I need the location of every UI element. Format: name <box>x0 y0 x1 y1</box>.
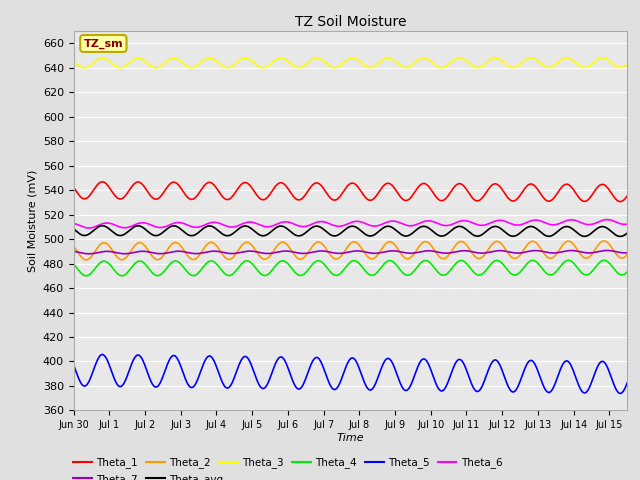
Theta_6 <box>133 221 141 227</box>
Theta_avg <box>282 225 290 231</box>
Line: Theta_4: Theta_4 <box>74 260 627 276</box>
Theta_7 <box>553 250 561 256</box>
Theta_7 <box>613 249 621 255</box>
Theta_1 <box>623 193 631 199</box>
Theta_3 <box>166 56 173 62</box>
Theta_6 <box>613 219 621 225</box>
Theta_6 <box>282 219 290 225</box>
Theta_4 <box>623 269 631 275</box>
Line: Theta_3: Theta_3 <box>74 58 627 68</box>
Theta_avg <box>99 223 106 228</box>
Theta_7 <box>166 250 173 255</box>
Theta_7 <box>623 250 631 256</box>
Line: Theta_5: Theta_5 <box>74 355 627 394</box>
Theta_avg <box>612 232 620 238</box>
Theta_3 <box>282 57 290 63</box>
Line: Theta_2: Theta_2 <box>74 241 627 260</box>
Line: Theta_avg: Theta_avg <box>74 226 627 237</box>
Theta_6 <box>85 225 93 231</box>
Theta_6 <box>623 221 631 227</box>
Theta_6 <box>553 221 561 227</box>
Y-axis label: Soil Moisture (mV): Soil Moisture (mV) <box>27 169 37 272</box>
Theta_4 <box>83 273 90 279</box>
Theta_4 <box>133 259 141 265</box>
Theta_2 <box>623 252 631 257</box>
Theta_3 <box>623 61 631 67</box>
X-axis label: Time: Time <box>337 433 364 443</box>
Theta_avg <box>70 226 77 232</box>
Theta_avg <box>616 234 624 240</box>
Theta_1 <box>99 179 106 185</box>
Theta_3 <box>598 55 606 60</box>
Theta_avg <box>553 229 561 235</box>
Theta_5 <box>616 391 624 396</box>
Theta_3 <box>306 58 314 64</box>
Theta_2 <box>166 243 173 249</box>
Theta_7 <box>70 249 77 254</box>
Theta_7 <box>133 249 141 255</box>
Theta_7 <box>85 251 93 257</box>
Theta_1 <box>133 179 141 185</box>
Title: TZ Soil Moisture: TZ Soil Moisture <box>294 15 406 29</box>
Theta_1 <box>616 199 624 204</box>
Theta_5 <box>99 352 106 358</box>
Theta_1 <box>553 191 561 197</box>
Theta_2 <box>306 247 314 252</box>
Theta_1 <box>282 183 290 189</box>
Theta_6 <box>166 222 173 228</box>
Theta_2 <box>133 241 141 247</box>
Theta_1 <box>612 197 620 203</box>
Theta_6 <box>604 216 611 222</box>
Theta_5 <box>70 362 77 368</box>
Theta_avg <box>623 230 631 236</box>
Theta_4 <box>613 269 621 275</box>
Theta_5 <box>623 380 631 386</box>
Theta_5 <box>612 387 620 393</box>
Theta_2 <box>553 251 561 256</box>
Line: Theta_1: Theta_1 <box>74 182 627 202</box>
Theta_5 <box>306 364 314 370</box>
Theta_7 <box>282 248 290 254</box>
Theta_4 <box>70 261 77 267</box>
Theta_3 <box>133 55 141 61</box>
Theta_2 <box>70 243 77 249</box>
Theta_avg <box>133 223 141 229</box>
Theta_1 <box>70 184 77 190</box>
Theta_5 <box>133 352 141 358</box>
Theta_3 <box>613 64 621 70</box>
Text: TZ_sm: TZ_sm <box>84 38 123 48</box>
Theta_6 <box>70 221 77 227</box>
Theta_4 <box>553 268 561 274</box>
Theta_4 <box>166 262 173 267</box>
Theta_3 <box>70 59 77 64</box>
Line: Theta_6: Theta_6 <box>74 219 627 228</box>
Theta_5 <box>553 376 561 382</box>
Line: Theta_7: Theta_7 <box>74 251 627 254</box>
Theta_4 <box>600 257 608 263</box>
Legend: Theta_1, Theta_2, Theta_3, Theta_4, Theta_5, Theta_6: Theta_1, Theta_2, Theta_3, Theta_4, Thet… <box>69 453 506 472</box>
Theta_6 <box>306 222 314 228</box>
Theta_2 <box>613 252 621 258</box>
Theta_avg <box>166 224 173 230</box>
Theta_1 <box>306 185 314 191</box>
Theta_5 <box>282 360 290 366</box>
Theta_avg <box>306 226 314 232</box>
Theta_2 <box>282 241 290 247</box>
Theta_3 <box>81 65 88 71</box>
Theta_4 <box>282 259 290 265</box>
Theta_7 <box>603 248 611 253</box>
Theta_4 <box>306 264 314 270</box>
Legend: Theta_7, Theta_avg: Theta_7, Theta_avg <box>69 470 227 480</box>
Theta_3 <box>553 60 561 66</box>
Theta_2 <box>83 257 90 263</box>
Theta_1 <box>166 181 173 187</box>
Theta_7 <box>306 250 314 255</box>
Theta_2 <box>600 238 608 244</box>
Theta_5 <box>166 356 173 362</box>
